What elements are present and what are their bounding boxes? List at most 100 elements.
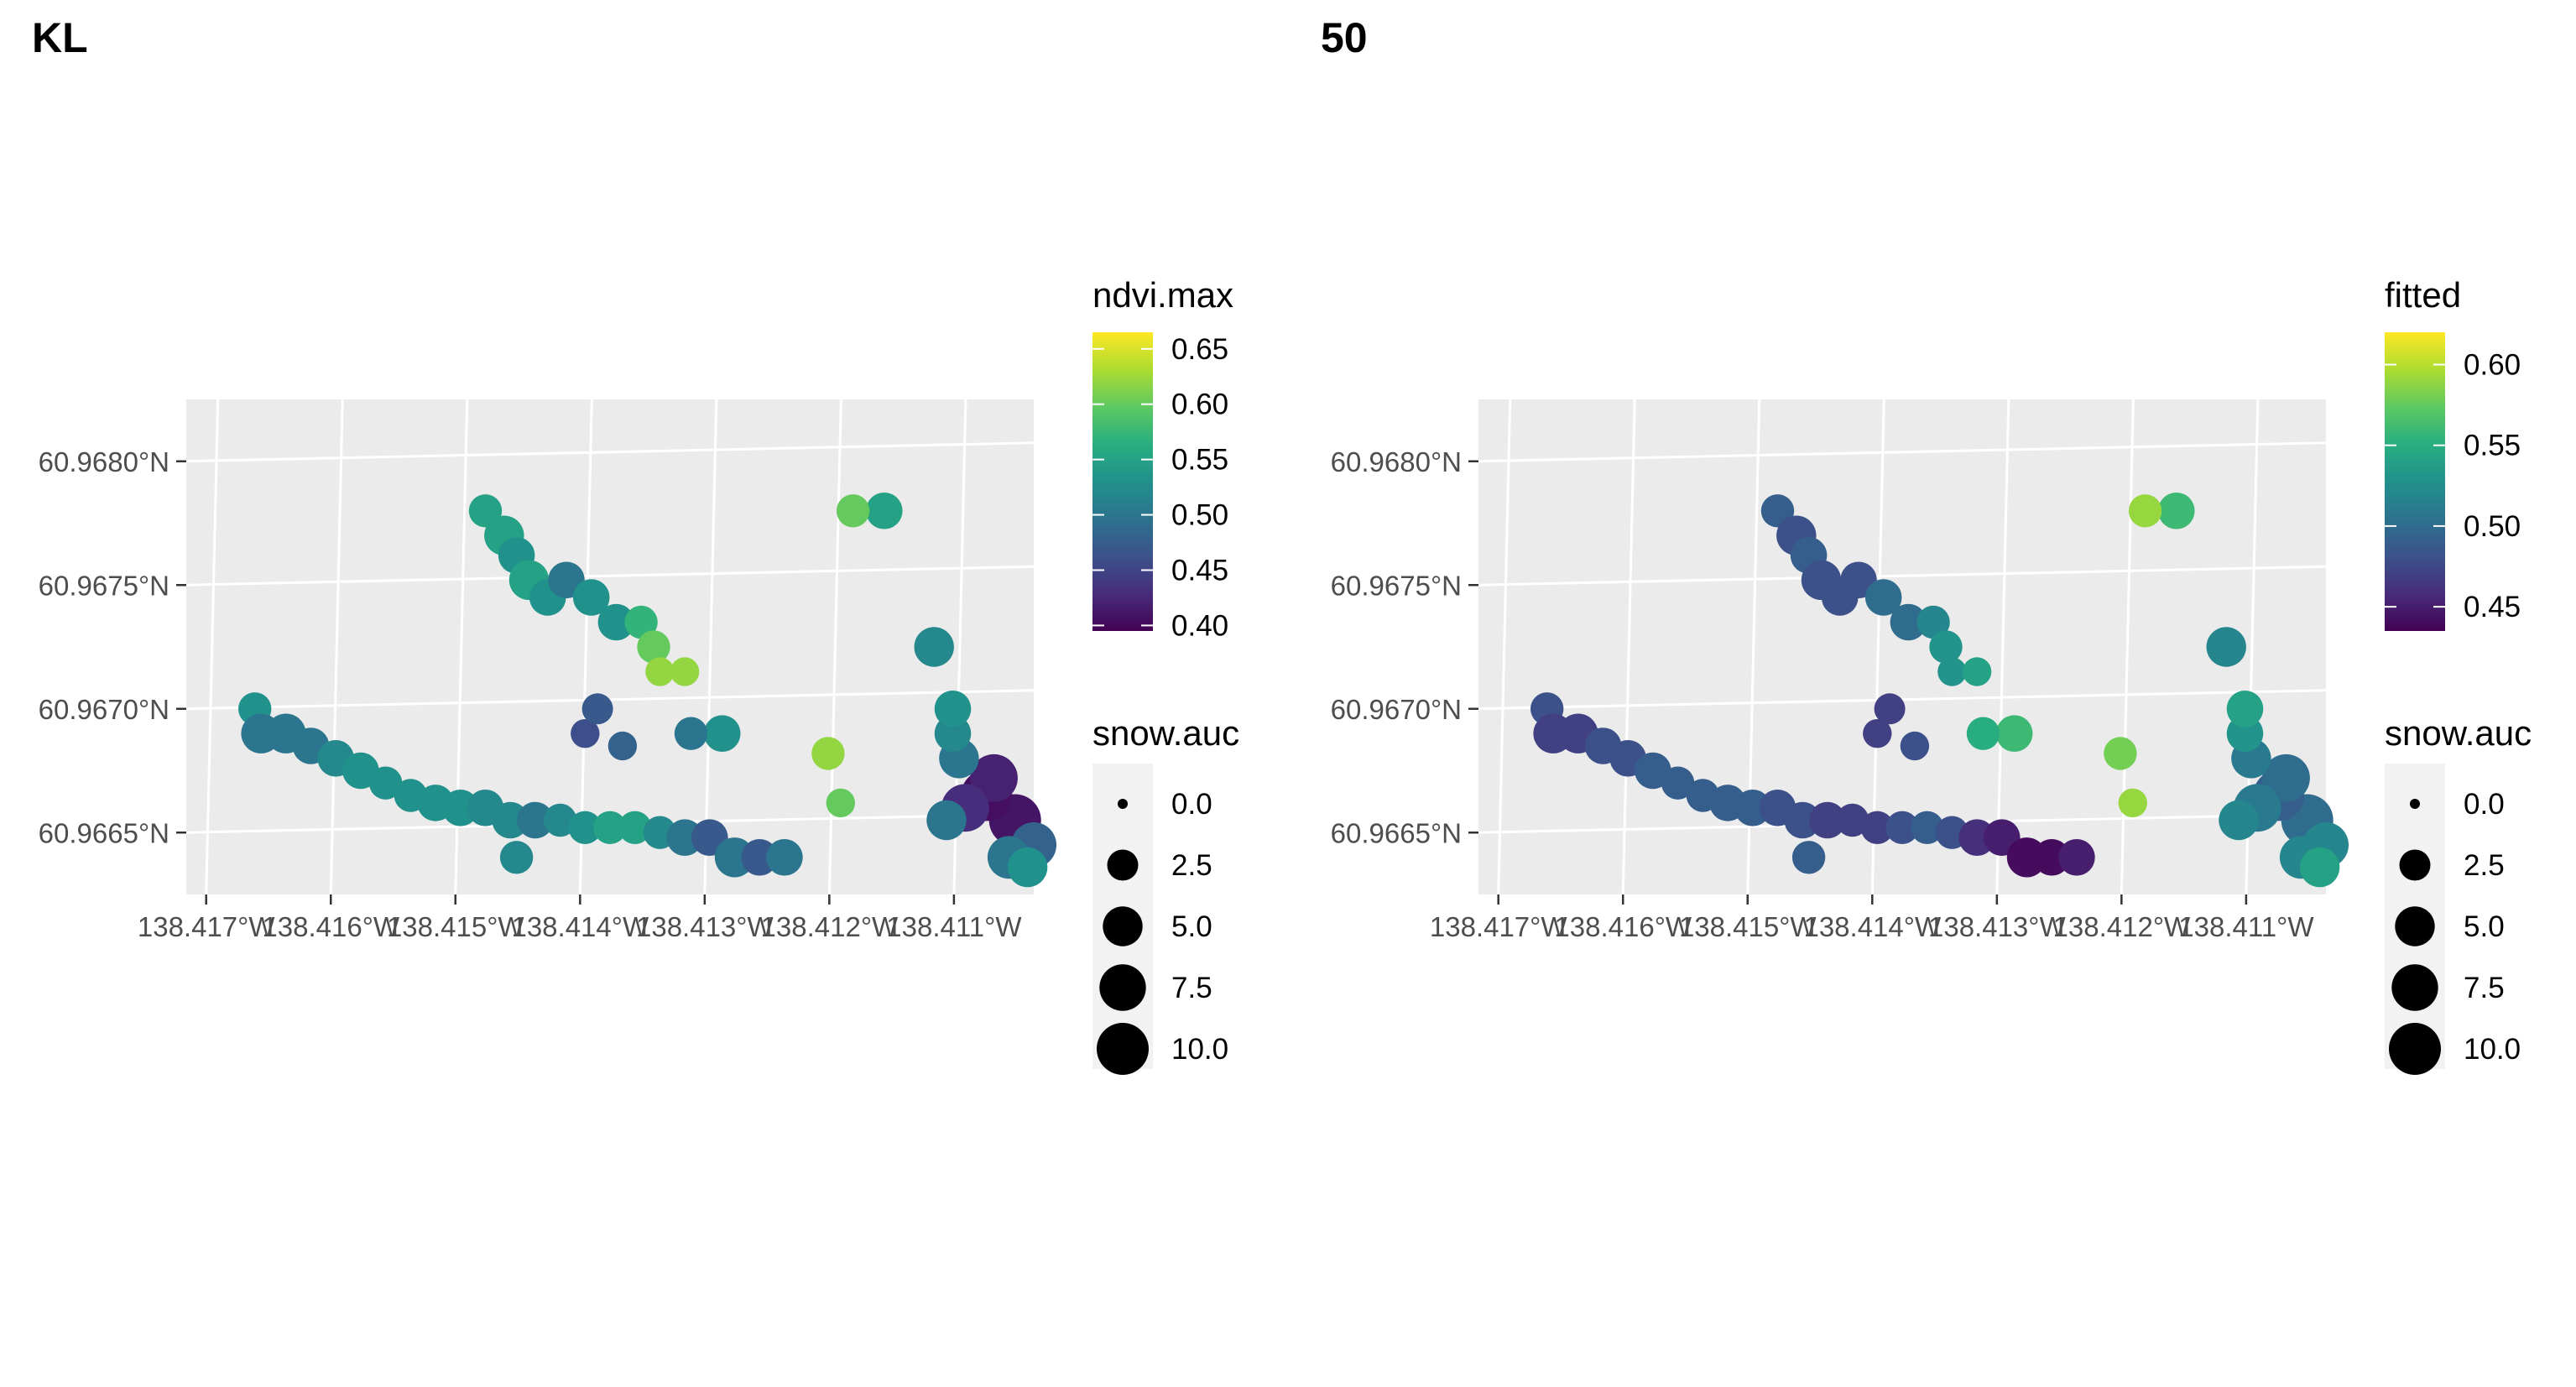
size-legend-label: 2.5: [1171, 849, 1212, 882]
data-point: [1661, 766, 1695, 800]
data-point: [1885, 811, 1919, 844]
x-tick-label: 138.417°W: [138, 911, 275, 942]
data-point: [1860, 811, 1894, 844]
data-point: [499, 841, 534, 874]
grid-line-y: [185, 441, 1035, 463]
grid-line-y: [1478, 689, 2327, 711]
x-tick-label: 138.413°W: [1928, 911, 2066, 942]
data-point: [934, 691, 972, 727]
x-tick-label: 138.411°W: [886, 911, 1022, 942]
data-point: [1995, 715, 2033, 752]
panel-title: 50: [1321, 14, 1368, 61]
x-tick-label: 138.417°W: [1430, 911, 1567, 942]
data-point: [1962, 657, 1992, 686]
x-tick-label: 138.411°W: [2178, 911, 2314, 942]
x-tick-label: 138.416°W: [262, 911, 399, 942]
colorbar-tick-label: 0.55: [1171, 444, 1228, 477]
color-legend-title: fitted: [2385, 275, 2461, 315]
colorbar-tick-label: 0.40: [1171, 609, 1228, 642]
colorbar-tick-label: 0.55: [2464, 430, 2521, 462]
y-tick-label: 60.9665°N: [1331, 817, 1462, 848]
data-point: [572, 579, 610, 616]
data-point: [607, 731, 638, 761]
grid-line-x: [1621, 399, 1636, 895]
data-point: [2226, 691, 2264, 727]
y-tick-label: 60.9675°N: [1331, 570, 1462, 601]
grid-line-y: [185, 689, 1035, 711]
size-legend-symbol: [1118, 799, 1128, 809]
data-point: [1966, 717, 2000, 750]
data-point: [866, 493, 903, 529]
data-point: [568, 811, 602, 844]
data-point: [618, 811, 652, 844]
size-legend-label: 10.0: [1171, 1033, 1228, 1066]
data-point: [811, 737, 845, 770]
size-legend-symbol: [2391, 964, 2438, 1011]
data-point: [926, 800, 967, 841]
size-legend-symbol: [2389, 1023, 2441, 1075]
colorbar-tick-label: 0.50: [2464, 510, 2521, 543]
colorbar-ticks: 0.60 0.55 0.50 0.45: [2385, 348, 2521, 623]
colorbar-tick-label: 0.65: [1171, 333, 1228, 366]
data-point: [1874, 693, 1906, 725]
y-tick-label: 60.9680°N: [39, 446, 169, 477]
panel-50: 50 138.417°W138.416°W138.415°W138.414°W1…: [1321, 14, 2532, 1075]
data-point: [2118, 788, 2147, 818]
y-tick-label: 60.9670°N: [39, 694, 169, 725]
x-tick-label: 138.413°W: [636, 911, 774, 942]
panel-kl: KL 138.417°W138.416°W138.415°W138.414°W1…: [32, 14, 1239, 1075]
data-point: [593, 811, 627, 844]
data-point: [836, 494, 870, 528]
grid-line-x: [1497, 399, 1512, 895]
size-legend-title: snow.auc: [2385, 713, 2532, 753]
x-tick-label: 138.415°W: [1679, 911, 1817, 942]
size-legend-symbol: [1097, 1023, 1149, 1075]
data-point: [970, 753, 1018, 802]
data-point: [703, 715, 741, 752]
data-point: [1007, 847, 1048, 888]
data-point: [597, 603, 635, 641]
grid-line-x: [1995, 399, 2010, 895]
data-point: [2128, 494, 2162, 528]
y-tick-label: 60.9670°N: [1331, 694, 1462, 725]
data-point: [2206, 627, 2246, 667]
x-tick-label: 138.412°W: [2053, 911, 2191, 942]
data-point: [2104, 737, 2137, 770]
size-legend-entries: 0.0 2.5 5.0 7.5 10.0: [2389, 788, 2521, 1075]
y-axis: 60.9680°N 60.9675°N 60.9670°N 60.9665°N: [39, 446, 186, 848]
data-point: [1890, 603, 1927, 641]
size-legend-symbol: [1099, 964, 1146, 1011]
size-legend-symbol: [1103, 906, 1143, 946]
data-point: [543, 803, 577, 837]
colorbar-tick-label: 0.50: [1171, 499, 1228, 532]
y-tick-label: 60.9675°N: [39, 570, 169, 601]
size-legend-label: 7.5: [2464, 972, 2505, 1004]
data-point: [1916, 605, 1950, 639]
data-point: [766, 839, 803, 876]
points-layer: [238, 493, 1056, 888]
x-tick-label: 138.414°W: [1803, 911, 1941, 942]
size-legend-entries: 0.0 2.5 5.0 7.5 10.0: [1097, 788, 1228, 1075]
data-point: [1929, 630, 1963, 664]
x-axis: 138.417°W138.416°W138.415°W138.414°W138.…: [138, 894, 1022, 942]
x-axis: 138.417°W138.416°W138.415°W138.414°W138.…: [1430, 894, 2314, 942]
x-tick-label: 138.415°W: [387, 911, 524, 942]
y-tick-label: 60.9665°N: [39, 817, 169, 848]
grid-line-y: [1478, 565, 2327, 587]
data-point: [368, 766, 403, 800]
data-point: [1863, 719, 1892, 748]
size-legend-label: 7.5: [1171, 972, 1212, 1004]
colorbar-tick-label: 0.60: [1171, 388, 1228, 421]
size-legend-label: 5.0: [1171, 910, 1212, 943]
size-legend-title: snow.auc: [1092, 713, 1239, 753]
colorbar-ticks: 0.65 0.60 0.55 0.50 0.45 0.40: [1092, 333, 1228, 642]
size-legend-symbol: [2399, 849, 2431, 881]
colorbar: [1092, 332, 1153, 631]
legend: ndvi.max 0.65 0.60 0.55 0.50 0.45 0.40 snow.a…: [1092, 275, 1239, 1075]
size-legend-label: 10.0: [2464, 1033, 2521, 1066]
colorbar-tick-label: 0.45: [1171, 554, 1228, 587]
y-tick-label: 60.9680°N: [1331, 446, 1462, 477]
grid-line-y: [185, 565, 1035, 587]
size-legend-label: 5.0: [2464, 910, 2505, 943]
grid-line-x: [703, 399, 718, 895]
